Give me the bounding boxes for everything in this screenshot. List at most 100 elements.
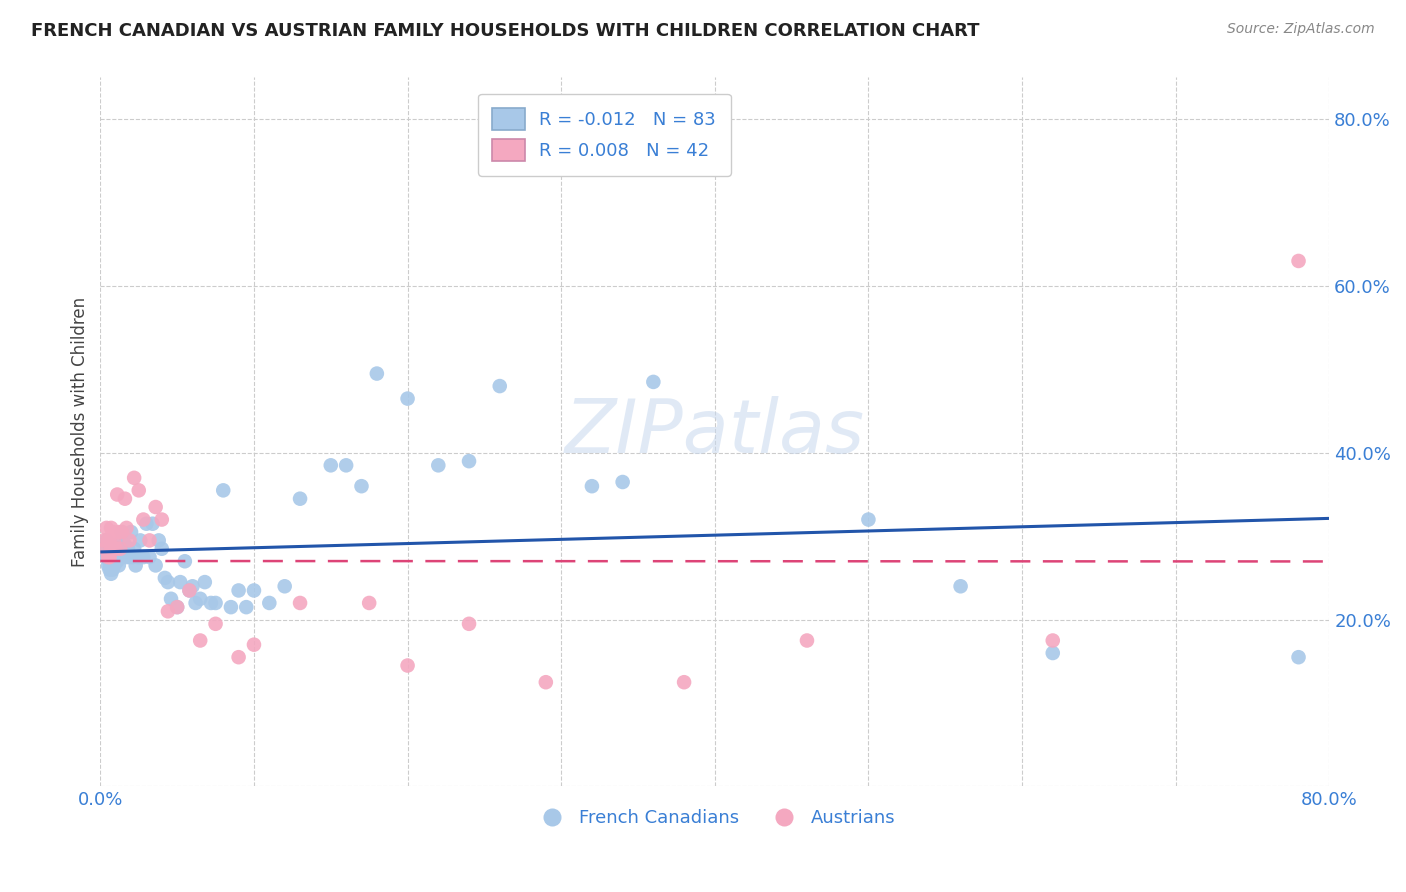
Point [949,579,972,593]
Point [319,458,342,473]
Point [97,533,120,548]
Point [150,541,173,556]
Point [228,583,250,598]
Point [359,596,381,610]
Point [110,541,132,556]
Point [122,541,145,556]
Point [97,541,120,556]
Point [100,541,122,556]
Point [135,516,157,531]
Point [396,392,419,406]
Point [104,550,127,565]
Point [1288,650,1310,665]
Point [104,541,127,556]
Point [100,541,122,556]
Point [179,583,201,598]
Point [111,524,134,539]
Point [166,600,188,615]
Point [173,554,195,568]
Point [488,379,510,393]
Point [132,550,155,565]
Point [96,550,118,565]
Point [103,533,125,548]
Point [612,475,634,489]
Point [427,458,450,473]
Point [114,538,136,552]
Point [1042,633,1064,648]
Point [219,600,242,615]
Point [122,471,145,485]
Point [103,550,125,565]
Point [534,675,557,690]
Point [243,638,266,652]
Point [110,541,132,556]
Point [350,479,373,493]
Legend: French Canadians, Austrians: French Canadians, Austrians [526,802,903,834]
Point [138,533,160,548]
Point [458,454,481,468]
Point [194,575,217,590]
Point [98,546,121,560]
Point [105,538,128,552]
Point [96,521,118,535]
Point [366,367,388,381]
Point [117,541,139,556]
Point [581,479,603,493]
Point [148,533,170,548]
Point [120,524,142,539]
Point [103,558,125,573]
Point [125,558,148,573]
Point [98,533,121,548]
Point [169,575,191,590]
Point [129,533,152,548]
Point [273,579,295,593]
Point [121,550,143,565]
Point [114,491,136,506]
Point [156,604,179,618]
Point [100,550,122,565]
Point [97,550,120,565]
Point [212,483,235,498]
Point [1042,646,1064,660]
Point [101,541,124,556]
Point [105,554,128,568]
Point [112,546,135,560]
Point [107,541,129,556]
Y-axis label: Family Households with Children: Family Households with Children [72,297,89,567]
Point [184,596,207,610]
Point [153,571,176,585]
Point [101,546,124,560]
Point [796,633,818,648]
Point [111,524,134,539]
Point [138,550,160,565]
Point [100,558,122,573]
Point [160,591,183,606]
Point [235,600,257,615]
Point [97,558,120,573]
Point [100,566,122,581]
Point [132,512,155,526]
Point [335,458,357,473]
Point [107,524,129,539]
Point [94,538,117,552]
Point [200,596,222,610]
Point [118,550,141,565]
Point [110,550,132,565]
Point [166,600,188,615]
Point [259,596,281,610]
Point [115,521,138,535]
Point [98,554,121,568]
Point [145,500,167,514]
Point [104,541,127,556]
Point [100,521,122,535]
Point [107,558,129,573]
Point [228,650,250,665]
Point [1288,254,1310,268]
Point [128,550,150,565]
Point [243,583,266,598]
Point [93,533,115,548]
Text: ZIPatlas: ZIPatlas [565,396,865,468]
Point [97,550,120,565]
Point [142,516,165,531]
Point [103,541,125,556]
